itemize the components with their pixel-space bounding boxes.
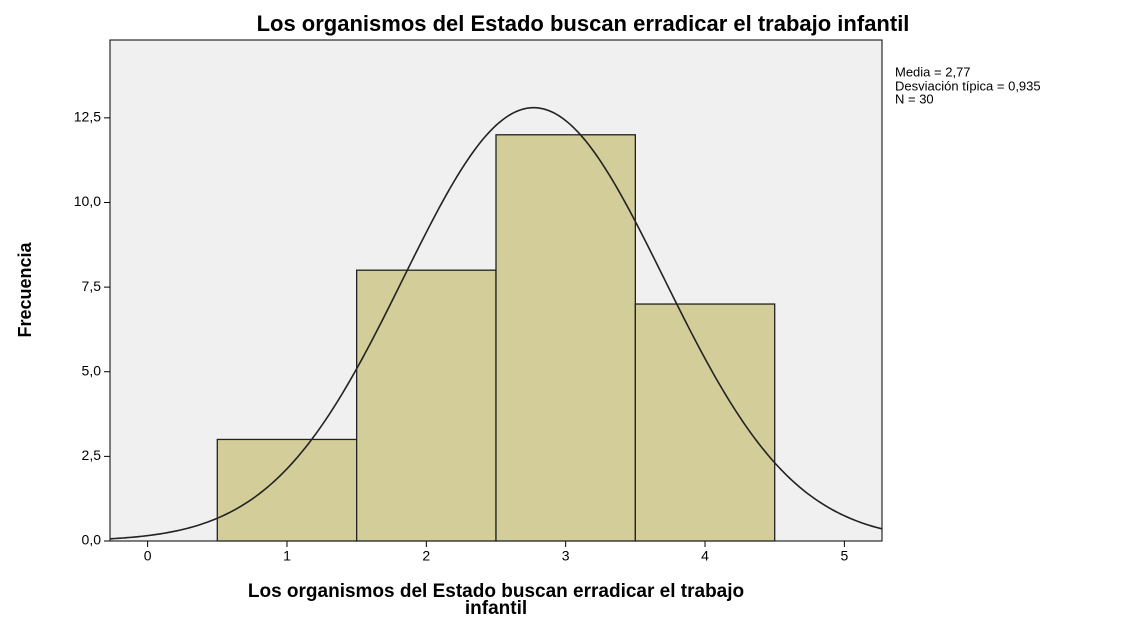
annotation: Media = 2,77 [895, 64, 971, 79]
y-tick-label: 7,5 [82, 278, 102, 294]
x-axis-label: Los organismos del Estado buscan erradic… [248, 581, 744, 602]
x-tick-label: 4 [701, 548, 709, 564]
bar [355, 269, 497, 542]
bar [216, 438, 358, 542]
x-tick-label: 2 [422, 548, 430, 564]
y-tick-label: 0,0 [82, 532, 102, 548]
bar [495, 134, 637, 542]
y-tick-label: 10,0 [74, 193, 101, 209]
normal-curve [109, 106, 883, 540]
y-tick-label: 5,0 [82, 362, 102, 378]
annotation: N = 30 [895, 91, 934, 106]
y-tick-label: 2,5 [82, 447, 102, 463]
y-axis-label: Frecuencia [15, 241, 35, 337]
chart-title: Los organismos del Estado buscan erradic… [257, 11, 910, 36]
y-tick-label: 12,5 [74, 109, 101, 125]
x-tick-label: 3 [562, 548, 570, 564]
annotation: Desviación típica = 0,935 [895, 78, 1041, 93]
x-tick-label: 5 [840, 548, 848, 564]
bar [634, 303, 776, 542]
x-axis-label: infantil [465, 598, 527, 619]
x-tick-label: 0 [144, 548, 152, 564]
x-tick-label: 1 [283, 548, 291, 564]
